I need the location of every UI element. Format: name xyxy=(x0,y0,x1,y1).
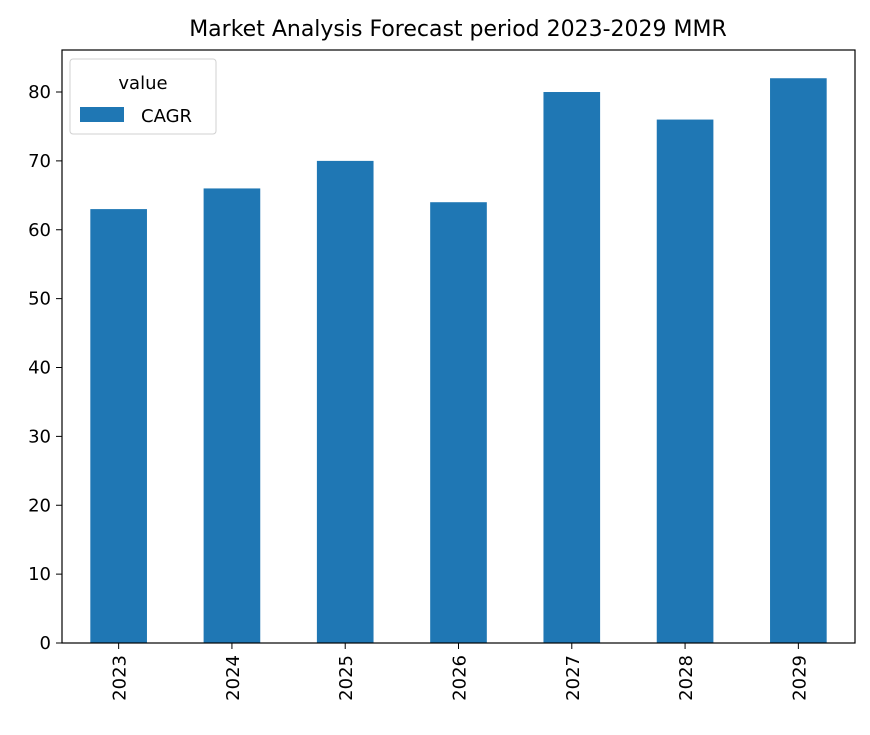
bar-2025 xyxy=(316,160,374,644)
y-tick-label-50: 50 xyxy=(28,289,51,310)
y-tick-label-40: 40 xyxy=(28,358,51,379)
chart-title: Market Analysis Forecast period 2023-202… xyxy=(189,17,727,42)
y-tick-label-70: 70 xyxy=(28,151,51,172)
bar-2026 xyxy=(430,202,487,644)
bar-2029 xyxy=(770,78,827,643)
bar-2023 xyxy=(90,209,147,643)
x-tick-label-2028: 2028 xyxy=(676,655,697,701)
bar-2027 xyxy=(543,92,601,644)
plot-frame xyxy=(61,49,856,644)
bar-2024 xyxy=(203,188,261,643)
x-tick-label-2027: 2027 xyxy=(563,655,584,701)
x-tick-label-2026: 2026 xyxy=(450,655,471,701)
y-tick-label-0: 0 xyxy=(40,633,51,654)
x-tick-label-2029: 2029 xyxy=(789,655,810,701)
y-tick-label-60: 60 xyxy=(28,220,51,241)
x-tick-label-2024: 2024 xyxy=(223,655,244,701)
y-tick-label-10: 10 xyxy=(28,564,51,585)
bar-2028 xyxy=(656,119,714,643)
legend-title: value xyxy=(118,73,167,94)
legend-label-cagr: CAGR xyxy=(141,106,192,127)
y-tick-label-80: 80 xyxy=(28,82,51,103)
x-tick-label-2025: 2025 xyxy=(336,655,357,701)
y-tick-label-30: 30 xyxy=(28,426,51,447)
legend-swatch-cagr xyxy=(80,107,124,122)
x-tick-label-2023: 2023 xyxy=(110,655,131,701)
legend: value CAGR xyxy=(69,58,217,135)
y-tick-label-20: 20 xyxy=(28,495,51,516)
